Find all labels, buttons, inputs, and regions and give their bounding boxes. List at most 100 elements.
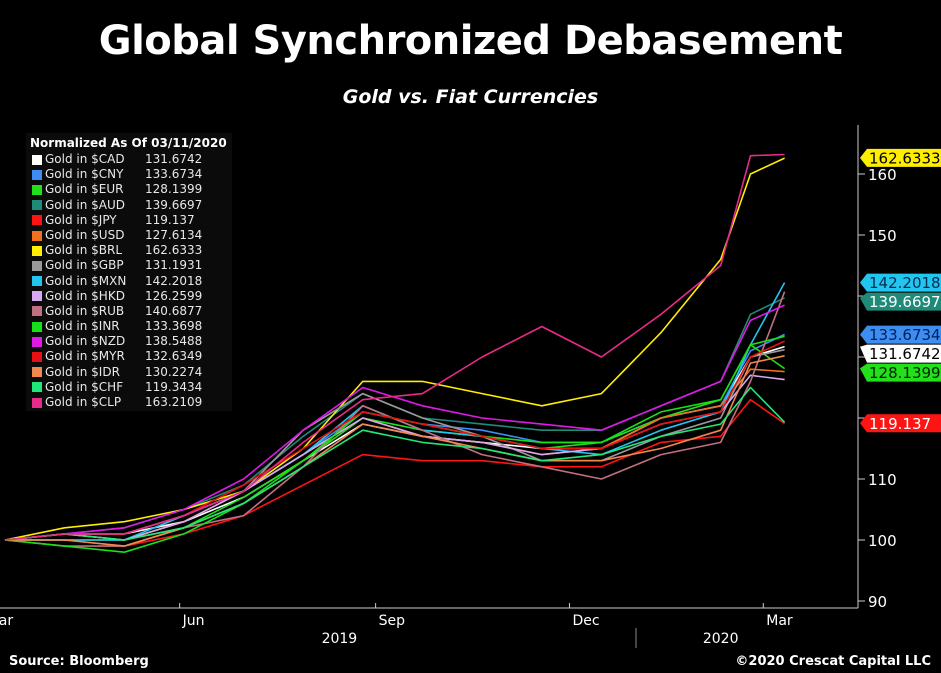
legend-series-value: 119.3434 [145, 379, 203, 394]
series-line-brl [4, 157, 785, 541]
legend-swatch [32, 321, 42, 332]
legend-swatch [32, 245, 42, 256]
x-tick-label: Mar [766, 613, 793, 629]
legend-item: Gold in $MXN 142.2018 [32, 274, 232, 289]
legend-series-value: 133.3698 [145, 319, 203, 334]
legend-item: Gold in $RUB 140.6877 [32, 304, 232, 319]
legend-swatch [32, 276, 42, 287]
value-tag [860, 414, 941, 433]
legend-series-value: 127.6134 [145, 227, 203, 242]
legend-series-value: 119.137 [145, 212, 195, 227]
y-tick-label: 90 [868, 593, 887, 611]
value-tag [860, 325, 941, 344]
legend-series-name: Gold in $AUD [45, 197, 126, 212]
legend-series-name: Gold in $INR [45, 319, 120, 334]
legend-swatch [32, 306, 42, 317]
legend-item: Gold in $NZD 138.5488 [32, 334, 232, 349]
legend-item: Gold in $AUD 139.6697 [32, 198, 232, 213]
legend-swatch [32, 200, 42, 211]
legend-series-name: Gold in $MYR [45, 349, 125, 364]
legend-series-value: 163.2109 [145, 395, 203, 409]
legend-series-value: 138.5488 [145, 334, 203, 349]
legend-series-name: Gold in $CHF [45, 379, 124, 394]
value-tag [860, 363, 941, 382]
legend-series-name: Gold in $EUR [45, 182, 124, 197]
y-tick-label: 100 [868, 532, 897, 550]
legend-title: Normalized As Of 03/11/2020 [30, 136, 227, 150]
legend-swatch [32, 184, 42, 195]
legend-series-value: 126.2599 [145, 288, 203, 303]
x-tick-label: Mar [0, 613, 13, 629]
chart-title: Global Synchronized Debasement [98, 18, 843, 64]
chart-subtitle: Gold vs. Fiat Currencies [342, 86, 599, 108]
value-tag-label: 119.137 [869, 415, 931, 433]
legend-series-name: Gold in $RUB [45, 303, 125, 318]
legend-item: Gold in $BRL 162.6333 [32, 243, 232, 258]
legend-item: Gold in $CNY 133.6734 [32, 167, 232, 182]
value-tag [860, 292, 941, 311]
series-line-chf [4, 386, 786, 541]
value-tag [860, 344, 941, 363]
x-tick-label: Sep [379, 613, 406, 629]
legend-series-name: Gold in $JPY [45, 212, 117, 227]
legend-series-name: Gold in $NZD [45, 334, 126, 349]
value-tag-label: 139.6697 [869, 293, 941, 311]
legend-swatch [32, 367, 42, 378]
x-tick-label: Dec [572, 613, 599, 629]
value-tag-label: 162.6333 [869, 149, 941, 167]
legend-series-value: 128.1399 [145, 182, 203, 197]
value-tag-label: 133.6734 [869, 326, 941, 344]
legend-swatch [32, 291, 42, 302]
legend-swatch [32, 382, 42, 393]
legend-swatch [32, 260, 42, 271]
legend-series-value: 162.6333 [145, 243, 203, 258]
legend-item: Gold in $EUR 128.1399 [32, 182, 232, 197]
x-tick-label: Jun [182, 613, 205, 629]
legend-series-name: Gold in $USD [45, 227, 125, 242]
series-line-nzd [4, 304, 785, 541]
legend-series-value: 133.6734 [145, 167, 203, 182]
legend-series-name: Gold in $CLP [45, 395, 122, 409]
legend-item: Gold in $HKD 126.2599 [32, 289, 232, 304]
legend-swatch [32, 352, 42, 363]
legend-swatch [32, 230, 42, 241]
legend-item: Gold in $MYR 132.6349 [32, 349, 232, 364]
legend-series-value: 130.2274 [145, 364, 203, 379]
legend-swatch [32, 397, 42, 408]
legend-series-name: Gold in $CNY [45, 167, 124, 182]
value-tag-label: 142.2018 [869, 274, 941, 292]
legend-item: Gold in $JPY 119.137 [32, 213, 232, 228]
x-year-label: 2019 [322, 631, 358, 647]
legend-item: Gold in $CAD 131.6742 [32, 152, 232, 167]
legend-series-value: 139.6697 [145, 197, 203, 212]
legend-item: Gold in $CHF 119.3434 [32, 380, 232, 395]
legend-series-value: 132.6349 [145, 349, 203, 364]
legend-series-name: Gold in $IDR [45, 364, 120, 379]
y-tick-label: 110 [868, 471, 897, 489]
legend-series-value: 131.6742 [145, 152, 203, 166]
legend-series-name: Gold in $MXN [45, 273, 127, 288]
legend-series-value: 131.1931 [145, 258, 203, 273]
value-tag [860, 148, 941, 167]
x-year-label: 2020 [703, 631, 739, 647]
copyright-label: ©2020 Crescat Capital LLC [735, 654, 931, 669]
legend-series-name: Gold in $GBP [45, 258, 124, 273]
legend-swatch [32, 154, 42, 165]
value-tag [860, 273, 941, 292]
legend-series-name: Gold in $HKD [45, 288, 125, 303]
y-tick-label: 160 [868, 166, 897, 184]
source-label: Source: Bloomberg [9, 654, 149, 669]
legend-item: Gold in $GBP 131.1931 [32, 258, 232, 273]
legend-series-value: 140.6877 [145, 303, 203, 318]
value-tag-label: 131.6742 [869, 345, 941, 363]
legend-series-name: Gold in $BRL [45, 243, 123, 258]
legend-series-name: Gold in $CAD [45, 152, 125, 166]
legend-series-value: 142.2018 [145, 273, 203, 288]
legend-item: Gold in $USD 127.6134 [32, 228, 232, 243]
legend-item: Gold in $CLP 163.2109 [32, 395, 232, 410]
legend-swatch [32, 169, 42, 180]
legend-swatch [32, 336, 42, 347]
value-tag-label: 128.1399 [869, 364, 941, 382]
series-line-idr [5, 355, 785, 547]
